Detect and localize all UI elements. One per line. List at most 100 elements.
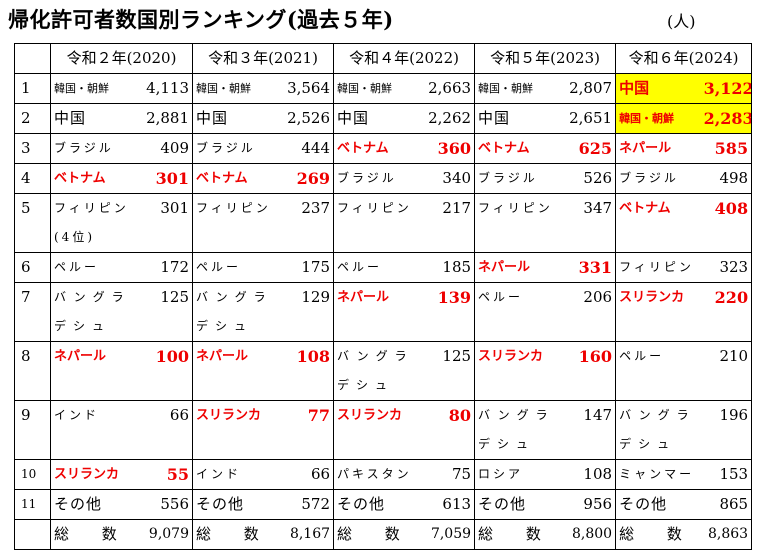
country-name: スリランカ <box>54 467 120 482</box>
country-name: ブラジル <box>196 141 256 155</box>
count-value: 2,283 <box>700 103 753 134</box>
count-value: 147 <box>559 400 617 460</box>
total-value: 8,167 <box>277 519 335 550</box>
country-name-cell: ベトナム <box>333 133 419 164</box>
table-row: 3 ブラジル 409 ブラジル 444 ベトナム 360 ベトナム 625 ネパール 585 <box>14 133 753 164</box>
country-name: ペルー <box>619 349 665 363</box>
country-name-cell: インド <box>50 400 137 460</box>
country-name-cell: スリランカ <box>615 282 701 342</box>
country-name-cell: バングラ デシュ <box>615 400 701 460</box>
count-value: 100 <box>136 341 194 401</box>
country-name-cell: 中国 <box>192 103 278 134</box>
count-value: 196 <box>700 400 753 460</box>
country-name: ブラジル <box>619 171 679 185</box>
count-value: 613 <box>418 489 476 520</box>
table-row: 6 ペルー 172 ペルー 175 ペルー 185 ネパール 331 フィリピン 323 <box>14 252 753 283</box>
country-name: バングラ デシュ <box>478 408 555 451</box>
rank-cell: 6 <box>14 252 51 283</box>
country-name-cell: バングラ デシュ <box>192 282 278 342</box>
rank-cell: 10 <box>14 459 51 490</box>
country-name: スリランカ <box>196 408 262 423</box>
country-name: 韓国・朝鮮 <box>54 82 109 95</box>
country-name: ブラジル <box>54 141 114 155</box>
count-value: 237 <box>277 193 335 253</box>
count-value: 3,122 <box>700 73 753 104</box>
rank-cell: 2 <box>14 103 51 134</box>
country-name: 韓国・朝鮮 <box>196 82 252 95</box>
count-value: 210 <box>700 341 753 401</box>
count-value: 172 <box>136 252 194 283</box>
table-row: 11 その他 556 その他 572 その他 613 その他 956 その他 865 <box>14 489 753 520</box>
country-name-cell: 韓国・朝鮮 <box>192 73 278 104</box>
country-name: ペルー <box>196 260 242 274</box>
table-row: 8 ネパール 100 ネパール 108 バングラ デシュ 125 スリランカ 160 ペルー 210 <box>14 341 753 401</box>
count-value: 2,881 <box>136 103 194 134</box>
rank-cell: 11 <box>14 489 51 520</box>
country-name: その他 <box>619 495 668 513</box>
country-name-cell: 中国 <box>50 103 137 134</box>
country-name: その他 <box>196 495 245 513</box>
country-name-cell: ベトナム <box>474 133 560 164</box>
count-value: 3,564 <box>277 73 335 104</box>
page-title: 帰化許可者数国別ランキング(過去５年) <box>8 7 394 32</box>
count-value: 301 <box>136 193 194 253</box>
country-name: インド <box>196 467 242 481</box>
year-header: 令和６年(2024) <box>615 43 753 74</box>
country-name-cell: その他 <box>192 489 278 520</box>
rank-cell: 5 <box>14 193 51 253</box>
count-value: 2,651 <box>559 103 617 134</box>
count-value: 556 <box>136 489 194 520</box>
country-name-cell: バングラ デシュ <box>50 282 137 342</box>
count-value: 77 <box>277 400 335 460</box>
country-name-cell: ネパール <box>192 341 278 401</box>
country-name: ネパール <box>619 141 672 156</box>
country-name: 中国 <box>478 109 511 127</box>
country-name: ネパール <box>337 290 390 305</box>
count-value: 66 <box>277 459 335 490</box>
country-name: ベトナム <box>54 171 106 186</box>
year-header: 令和５年(2023) <box>474 43 617 74</box>
ranking-table: 令和２年(2020) 令和３年(2021) 令和４年(2022) 令和５年(20… <box>14 43 753 550</box>
count-value: 220 <box>700 282 753 342</box>
country-name-cell: ペルー <box>615 341 701 401</box>
country-name: スリランカ <box>337 408 403 423</box>
country-name-cell: フィリピン (4位) <box>50 193 137 253</box>
country-name-cell: バングラ デシュ <box>474 400 560 460</box>
header-row: 令和２年(2020) 令和３年(2021) 令和４年(2022) 令和５年(20… <box>14 43 753 74</box>
country-name-cell: 中国 <box>615 73 701 104</box>
table-row: 2 中国 2,881 中国 2,526 中国 2,262 中国 2,651 韓国・朝鮮 2,283 <box>14 103 753 134</box>
count-value: 526 <box>559 163 617 194</box>
country-name-cell: ペルー <box>474 282 560 342</box>
count-value: 323 <box>700 252 753 283</box>
count-value: 625 <box>559 133 617 164</box>
country-name-cell: 中国 <box>333 103 419 134</box>
country-name-cell: フィリピン <box>615 252 701 283</box>
count-value: 498 <box>700 163 753 194</box>
total-value: 9,079 <box>136 519 194 550</box>
country-name: 韓国・朝鮮 <box>337 82 393 95</box>
count-value: 269 <box>277 163 335 194</box>
country-name-cell: ペルー <box>333 252 419 283</box>
country-name: ベトナム <box>478 141 530 156</box>
country-name: フィリピン <box>337 201 412 215</box>
country-name: フィリピン <box>478 201 553 215</box>
count-value: 160 <box>559 341 617 401</box>
country-name-cell: ブラジル <box>474 163 560 194</box>
count-value: 125 <box>136 282 194 342</box>
rank-header <box>14 43 51 74</box>
country-name-cell: インド <box>192 459 278 490</box>
country-name: 中国 <box>619 79 650 97</box>
country-name: ブラジル <box>478 171 538 185</box>
total-value: 7,059 <box>418 519 476 550</box>
rank-cell: 8 <box>14 341 51 401</box>
country-name-cell: その他 <box>333 489 419 520</box>
count-value: 2,262 <box>418 103 476 134</box>
rank-cell: 7 <box>14 282 51 342</box>
count-value: 129 <box>277 282 335 342</box>
country-name: インド <box>54 408 100 422</box>
count-value: 347 <box>559 193 617 253</box>
count-value: 340 <box>418 163 476 194</box>
count-value: 4,113 <box>136 73 194 104</box>
country-name-cell: ネパール <box>50 341 137 401</box>
rank-cell: 4 <box>14 163 51 194</box>
